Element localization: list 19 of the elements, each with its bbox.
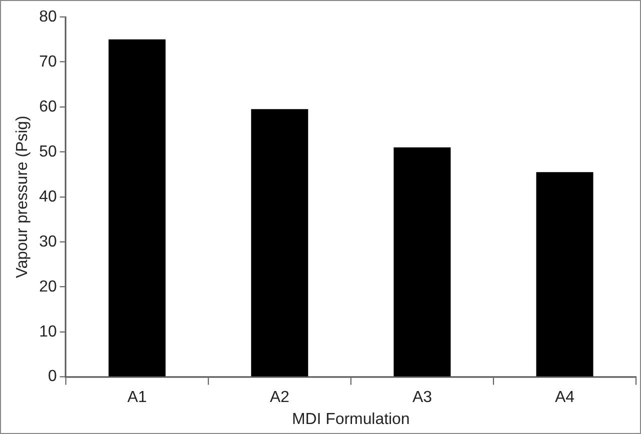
x-tick-label: A4 <box>554 388 575 406</box>
y-tick-label: 10 <box>39 323 57 340</box>
y-axis-title: Vapour pressure (Psig) <box>14 116 31 278</box>
y-tick-label: 60 <box>39 98 57 116</box>
y-tick-label: 20 <box>39 278 57 296</box>
x-tick-label: A2 <box>270 388 290 406</box>
bar <box>536 172 594 376</box>
y-tick-label: 50 <box>39 143 57 160</box>
y-tick-label: 40 <box>39 188 57 206</box>
y-tick-label: 0 <box>48 368 57 386</box>
y-tick-label: 80 <box>39 8 57 26</box>
y-tick-label: 30 <box>39 233 57 250</box>
x-tick-label: A1 <box>127 388 147 406</box>
bar <box>251 109 308 376</box>
bar <box>108 39 166 376</box>
bar <box>394 147 451 376</box>
x-axis-title: MDI Formulation <box>292 410 410 428</box>
y-tick-label: 70 <box>39 53 57 70</box>
x-tick-label: A3 <box>412 388 432 406</box>
